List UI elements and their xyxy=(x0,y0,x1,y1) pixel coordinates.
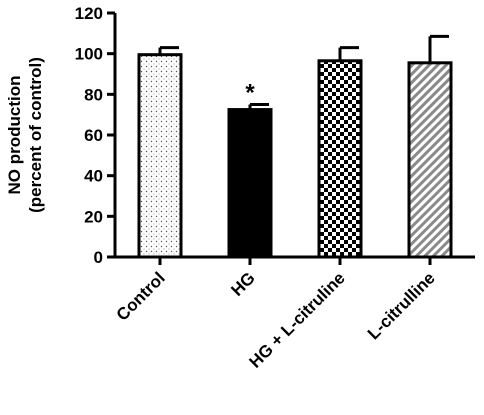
y-tick-label: 80 xyxy=(84,85,103,104)
bar xyxy=(227,108,273,259)
y-axis: 0 20 40 60 80 100 120 xyxy=(75,4,117,267)
bar xyxy=(137,53,183,259)
bar xyxy=(407,61,453,259)
y-axis-title-line2: (percent of control) xyxy=(26,57,45,213)
bars: * xyxy=(137,34,453,259)
y-tick-label: 120 xyxy=(75,4,103,23)
y-tick-label: 40 xyxy=(84,167,103,186)
bar xyxy=(317,59,363,259)
x-tick-label: L-citrulline xyxy=(364,268,439,343)
x-tick-label: Control xyxy=(113,268,169,324)
significance-marker: * xyxy=(245,80,255,107)
y-tick-label: 0 xyxy=(94,248,103,267)
y-axis-title-line1: NO production xyxy=(5,76,24,195)
x-tick-label: HG + L-citruline xyxy=(246,268,349,371)
y-tick-label: 20 xyxy=(84,207,103,226)
y-tick-label: 60 xyxy=(84,126,103,145)
x-tick-label: HG xyxy=(227,268,258,299)
y-tick-label: 100 xyxy=(75,45,103,64)
y-axis-title: NO production (percent of control) xyxy=(5,57,45,213)
